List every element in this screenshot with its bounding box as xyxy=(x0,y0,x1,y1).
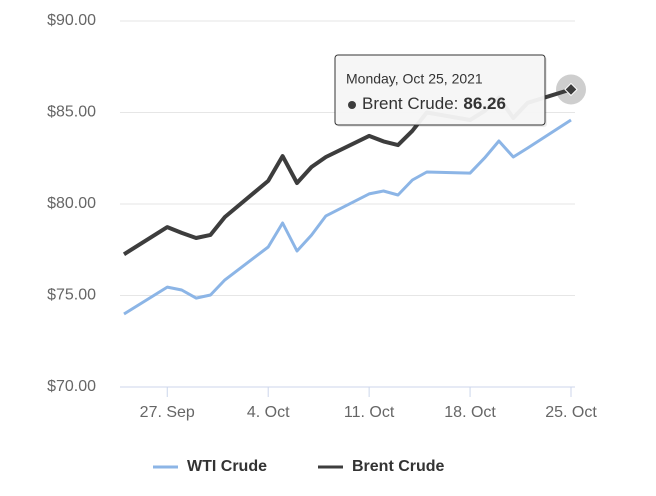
x-tick-label: 4. Oct xyxy=(247,404,290,421)
x-tick-label: 18. Oct xyxy=(444,404,496,421)
tooltip-bullet xyxy=(348,101,356,109)
legend-item[interactable]: Brent Crude xyxy=(318,458,445,475)
tooltip-header: Monday, Oct 25, 2021 xyxy=(346,71,483,87)
y-tick-label: $85.00 xyxy=(47,104,96,121)
y-tick-label: $90.00 xyxy=(47,12,96,29)
hover-marker xyxy=(564,82,578,97)
y-tick-label: $70.00 xyxy=(47,378,96,395)
legend-label: WTI Crude xyxy=(187,458,267,475)
y-tick-label: $80.00 xyxy=(47,195,96,212)
x-tick-label: 27. Sep xyxy=(140,404,195,421)
series-line xyxy=(123,118,572,316)
tooltip-line: Brent Crude: 86.26 xyxy=(362,94,506,113)
tooltip: Monday, Oct 25, 2021 Brent Crude: 86.26 xyxy=(334,54,586,127)
legend-item[interactable]: WTI Crude xyxy=(153,458,267,475)
x-tick-label: 25. Oct xyxy=(545,404,597,421)
x-tick-label: 11. Oct xyxy=(344,404,395,421)
tooltip-label: Brent Crude: xyxy=(362,94,458,113)
tooltip-box xyxy=(334,54,546,126)
legend-label: Brent Crude xyxy=(352,458,445,475)
y-tick-label: $75.00 xyxy=(47,287,96,304)
tooltip-value: 86.26 xyxy=(463,94,506,113)
